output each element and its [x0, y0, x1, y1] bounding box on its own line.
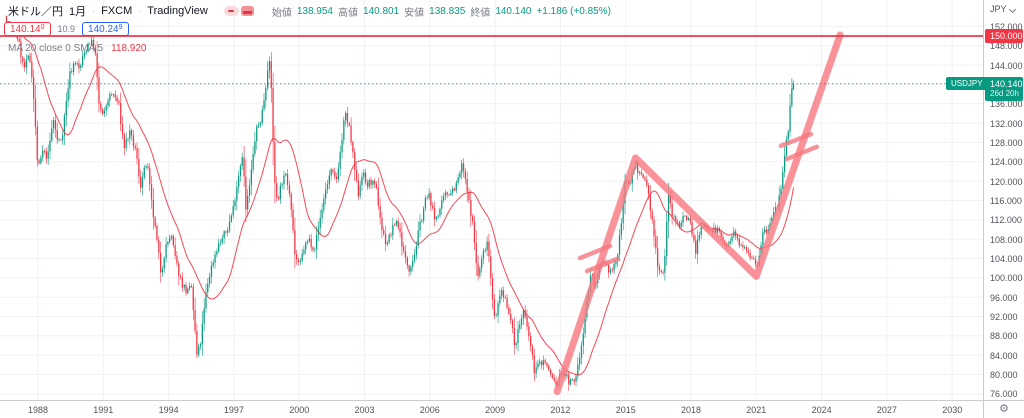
price-tick-label: 100.000	[990, 273, 1023, 284]
up-candle-wicks	[8, 23, 794, 390]
price-tick-label: 152.000	[990, 21, 1023, 32]
platform-label: TradingView	[147, 5, 208, 17]
low-label: 安値	[404, 7, 425, 19]
time-tick-label: 1988	[27, 405, 49, 415]
axis-settings-corner: ⚙	[983, 400, 1024, 418]
current-price-value: 140.140	[990, 78, 1023, 89]
spread-value: 10.9	[57, 24, 76, 34]
open-value: 138.954	[296, 5, 333, 17]
high-label: 高値	[338, 7, 358, 19]
price-tick-label: 88.000	[990, 331, 1018, 342]
ma-indicator-label: MA 20 close 0 SMA 5	[8, 43, 104, 54]
ohlc-readout: 始値 138.954 高値 140.801 安値 138.835 終値 140.…	[272, 4, 611, 19]
indicator-legend-row[interactable]: MA 20 close 0 SMA 5 118.920	[8, 43, 611, 54]
current-price-badge: 140.140 26d 20h	[985, 76, 1023, 101]
price-tick-label: 116.000	[990, 195, 1022, 206]
ask-price-button[interactable]: 140.249	[82, 22, 129, 36]
bar-countdown: 26d 20h	[990, 88, 1019, 98]
price-tick-label: 80.000	[990, 370, 1018, 381]
legend-mark-icons	[223, 6, 254, 16]
open-label: 始値	[271, 7, 292, 19]
price-tick-label: 104.000	[990, 254, 1023, 265]
event-marks-icon[interactable]	[240, 6, 254, 16]
time-tick-label: 1991	[93, 405, 114, 415]
high-value: 140.801	[363, 5, 400, 17]
price-axis-unit[interactable]: JPY	[990, 4, 1016, 14]
symbol-title[interactable]: 米ドル／円	[8, 6, 63, 18]
time-tick-label: 2000	[289, 405, 310, 415]
price-tick-label: 92.000	[990, 312, 1018, 323]
close-label: 終値	[470, 7, 491, 19]
chevron-down-icon	[1010, 6, 1016, 12]
symbol-legend-row[interactable]: 米ドル／円 1月 · FXCM · TradingView 始値 138.954…	[8, 3, 611, 19]
price-axis[interactable]: JPY 152.000148.000144.000140.000136.0001…	[983, 0, 1024, 400]
time-tick-label: 2024	[811, 405, 832, 415]
price-tick-label: 108.000	[990, 234, 1023, 245]
price-tick-label: 124.000	[990, 157, 1023, 168]
time-tick-label: 2027	[876, 405, 897, 415]
time-axis[interactable]: 1988 1991 1994 1997 2000 2003 2006 2009 2012 2015…	[0, 400, 983, 418]
hide-marks-icon[interactable]	[223, 6, 239, 16]
separator-dot: ·	[138, 5, 142, 17]
trend-zigzag-drawing[interactable]	[553, 31, 844, 396]
ma-indicator-value: 118.920	[111, 43, 147, 54]
time-tick-label: 2006	[419, 405, 440, 415]
separator-dot: ·	[92, 5, 96, 17]
trend-break-mark	[584, 256, 620, 274]
low-value: 138.835	[429, 5, 466, 17]
time-tick-label: 2009	[485, 405, 506, 415]
currency-unit-label: JPY	[990, 4, 1007, 14]
candlestick-chart-canvas[interactable]	[0, 0, 983, 400]
time-tick-label: 2012	[550, 405, 571, 415]
exchange-label: FXCM	[101, 5, 133, 17]
chart-legend: 米ドル／円 1月 · FXCM · TradingView 始値 138.954…	[4, 3, 611, 54]
time-tick-label: 2021	[746, 405, 767, 415]
close-value: 140.140	[495, 5, 532, 17]
price-tick-label: 96.000	[990, 292, 1018, 303]
price-tick-label: 144.000	[990, 60, 1023, 71]
bid-ask-row: 140.140 10.9 140.249	[4, 22, 611, 36]
interval-label[interactable]: 1月	[69, 6, 87, 18]
trend-break-mark	[577, 243, 613, 261]
trend-break-mark	[784, 144, 820, 162]
price-tick-label: 76.000	[990, 389, 1018, 400]
up-candle-bodies	[7, 21, 795, 386]
price-tick-label: 112.000	[990, 215, 1022, 226]
level-price-badge: 150.000	[985, 29, 1023, 43]
time-tick-label: 2030	[942, 405, 963, 415]
ma20-line[interactable]	[13, 23, 794, 376]
bid-price-button[interactable]: 140.140	[4, 22, 51, 36]
price-tick-label: 136.000	[990, 99, 1023, 110]
time-tick-label: 2015	[615, 405, 636, 415]
current-price-symbol-label: USDJPY	[946, 77, 988, 91]
change-value: +1.186 (+0.85%)	[536, 5, 611, 17]
trend-break-mark	[778, 131, 814, 149]
time-tick-label: 1997	[223, 405, 244, 415]
price-tick-label: 84.000	[990, 350, 1018, 361]
time-tick-label: 2018	[680, 405, 702, 415]
time-tick-label: 1994	[158, 405, 179, 415]
price-tick-label: 120.000	[990, 176, 1023, 187]
price-tick-label: 132.000	[990, 118, 1023, 129]
price-tick-label: 128.000	[990, 137, 1023, 148]
time-tick-label: 2003	[354, 405, 375, 415]
price-tick-label: 148.000	[990, 41, 1023, 52]
settings-gear-icon[interactable]: ⚙	[999, 403, 1009, 415]
